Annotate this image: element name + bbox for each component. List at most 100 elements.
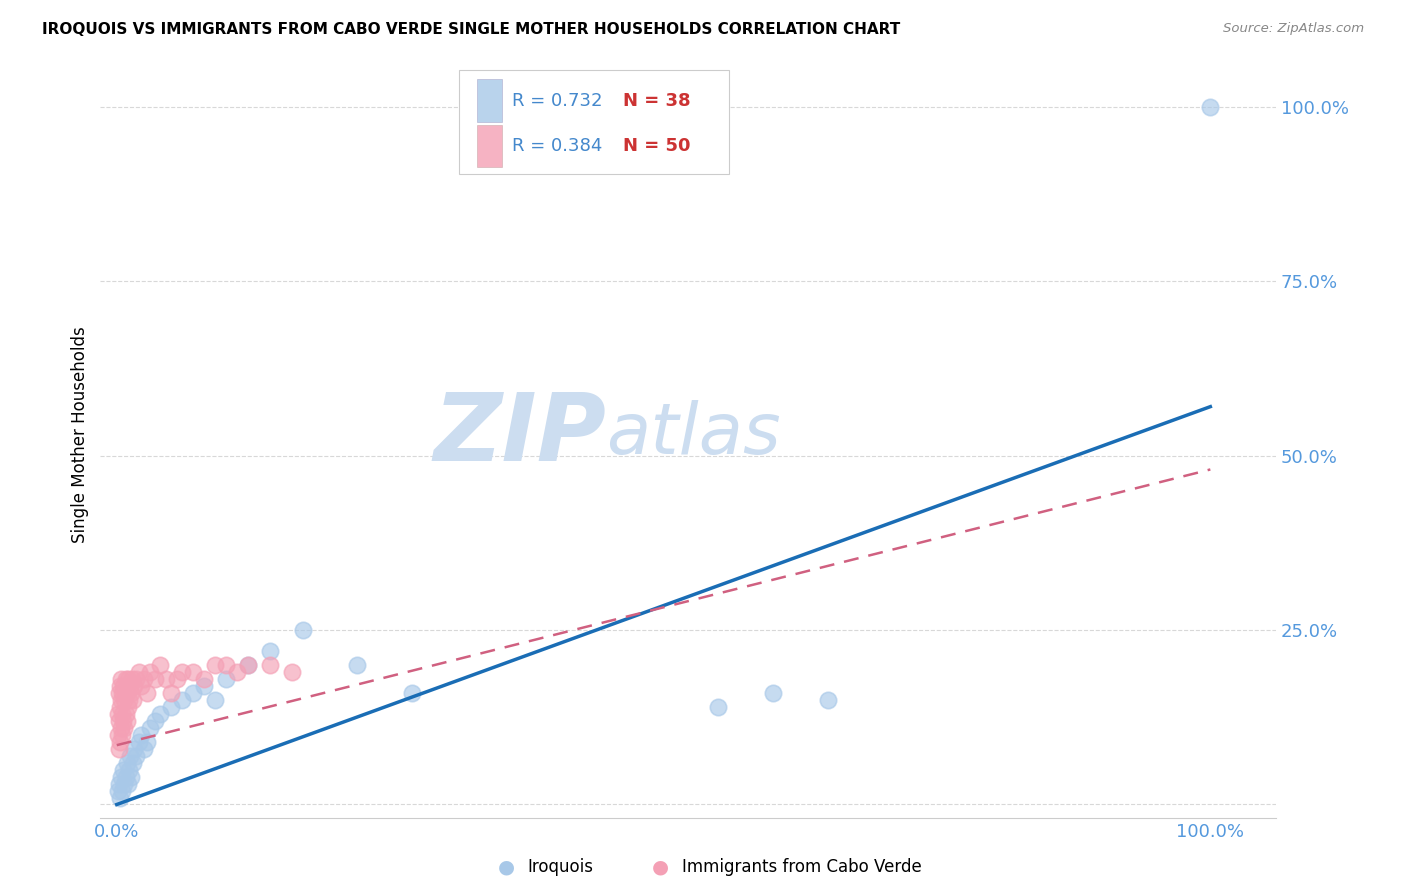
Point [108,679,131,693]
Point [280,665,302,679]
Point [108,790,131,805]
Point [132,741,155,756]
Point [129,679,152,693]
Point [115,686,138,700]
Point [107,728,129,742]
Point [762,686,785,700]
Point [122,741,145,756]
Text: atlas: atlas [606,401,780,469]
Text: Iroquois: Iroquois [527,858,593,876]
Point [215,672,238,686]
Point [117,672,139,686]
Point [172,665,194,679]
Point [236,657,259,672]
Point [204,657,226,672]
Point [115,756,138,770]
Point [226,665,249,679]
Point [110,721,132,735]
Point [138,721,160,735]
Text: R = 0.732: R = 0.732 [512,92,602,110]
Text: ZIP: ZIP [433,389,606,481]
Point [215,657,238,672]
Point [817,693,839,707]
Point [166,672,188,686]
Point [149,657,172,672]
Point [108,776,131,790]
Point [108,714,131,728]
Point [125,672,148,686]
Point [160,699,183,714]
Text: ●: ● [498,857,515,877]
Point [1199,99,1222,113]
Point [236,657,259,672]
Point [111,686,134,700]
Point [122,679,145,693]
Point [118,679,141,693]
Point [108,734,131,748]
Point [204,693,226,707]
Point [143,714,166,728]
Point [129,728,152,742]
Point [160,686,183,700]
Point [112,693,135,707]
Point [112,679,135,693]
Text: IROQUOIS VS IMMIGRANTS FROM CABO VERDE SINGLE MOTHER HOUSEHOLDS CORRELATION CHAR: IROQUOIS VS IMMIGRANTS FROM CABO VERDE S… [42,22,900,37]
Text: R = 0.384: R = 0.384 [512,136,602,154]
Point [112,714,135,728]
Point [401,686,423,700]
Point [128,665,150,679]
Point [108,699,131,714]
Point [111,783,134,797]
Point [128,734,150,748]
Point [110,672,132,686]
Text: ●: ● [652,857,669,877]
Point [181,686,204,700]
Point [111,706,134,721]
Point [117,699,139,714]
Point [155,672,177,686]
Text: N = 38: N = 38 [623,92,692,110]
Point [118,693,141,707]
Point [125,748,148,763]
Point [108,741,131,756]
Point [117,776,139,790]
Point [121,672,143,686]
Point [193,672,215,686]
Point [114,672,136,686]
Point [108,686,131,700]
Point [291,623,314,637]
Point [120,770,142,784]
FancyBboxPatch shape [458,70,730,174]
Point [259,657,281,672]
Point [132,672,155,686]
Bar [477,79,502,121]
Point [107,783,129,797]
Text: N = 50: N = 50 [623,136,690,154]
Text: Source: ZipAtlas.com: Source: ZipAtlas.com [1223,22,1364,36]
Point [259,644,281,658]
Point [118,763,141,777]
Point [136,686,159,700]
Point [118,748,141,763]
Point [346,657,368,672]
Point [122,693,145,707]
Point [112,763,135,777]
Text: Immigrants from Cabo Verde: Immigrants from Cabo Verde [682,858,922,876]
Point [110,693,132,707]
Point [707,699,730,714]
Point [138,665,160,679]
Point [172,693,194,707]
Point [111,728,134,742]
Point [112,776,135,790]
Point [115,714,138,728]
Point [193,679,215,693]
Point [112,721,135,735]
Point [143,672,166,686]
Point [114,706,136,721]
Point [122,756,145,770]
Point [107,706,129,721]
Point [149,706,172,721]
Point [110,770,132,784]
Point [136,734,159,748]
Y-axis label: Single Mother Households: Single Mother Households [72,326,89,543]
